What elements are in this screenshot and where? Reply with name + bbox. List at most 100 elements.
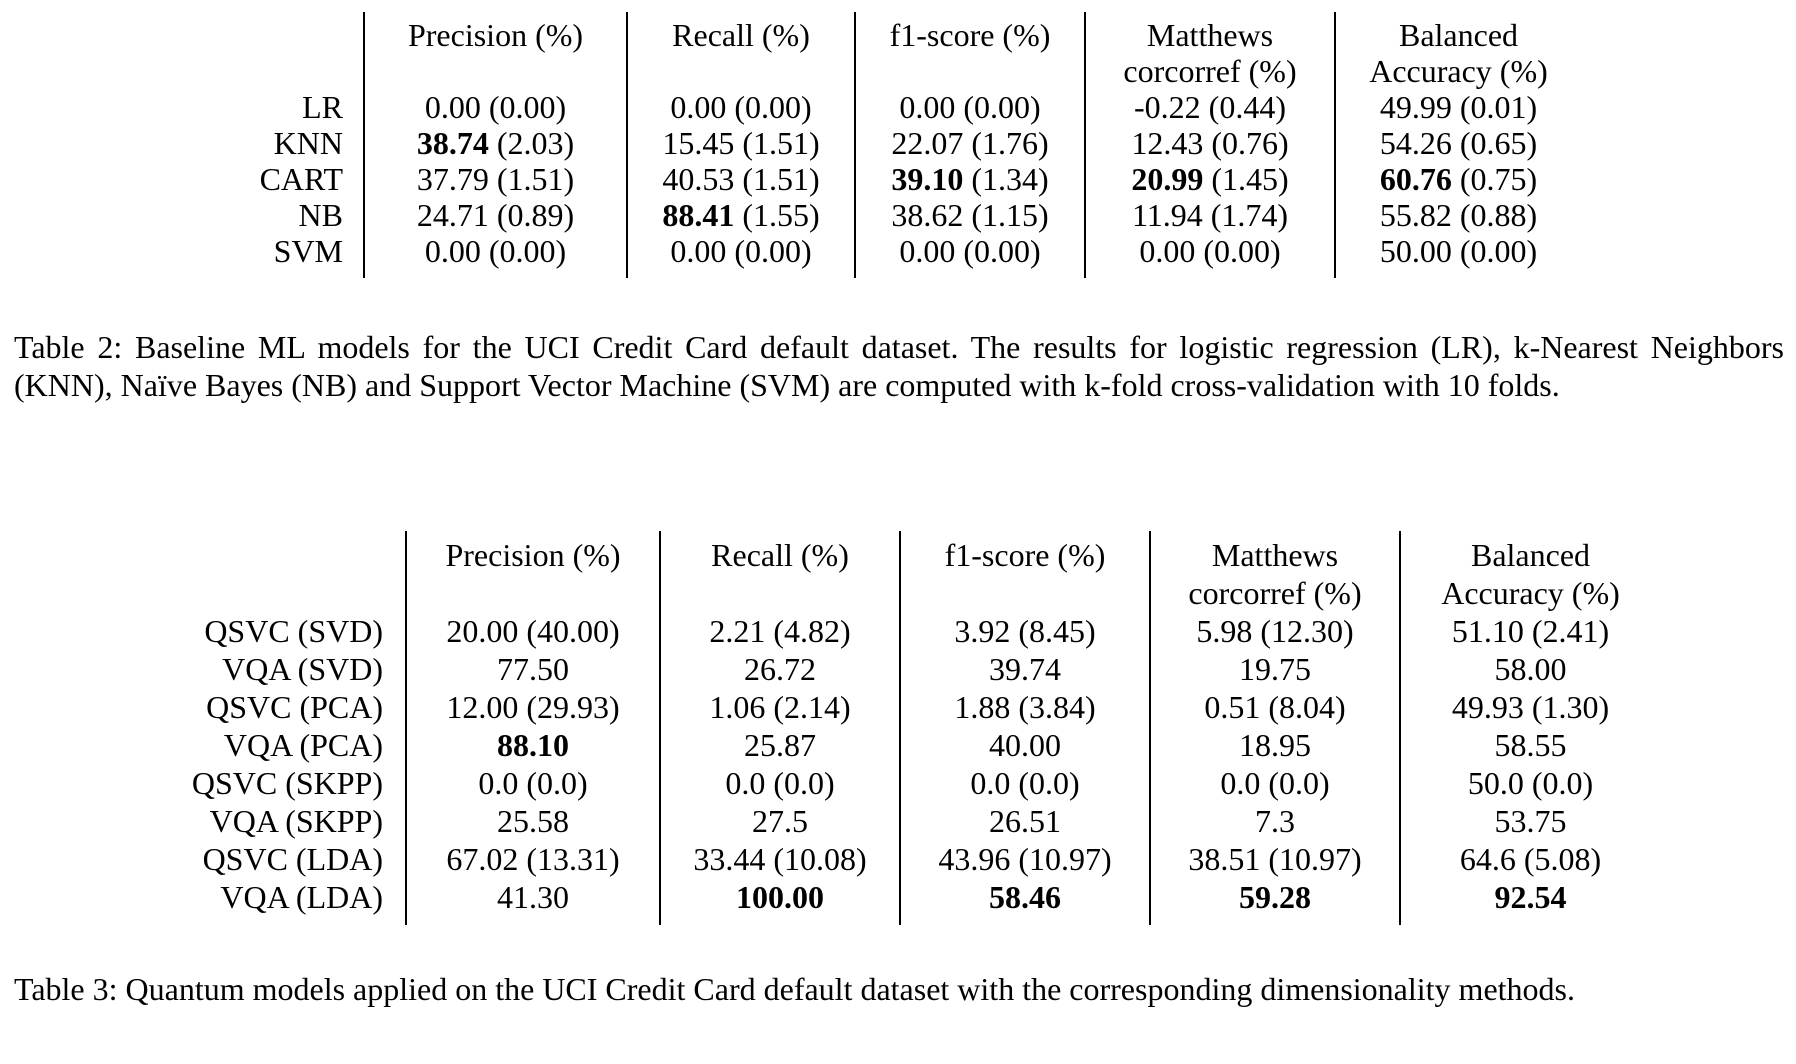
metric-std: (0.0) [773, 765, 835, 801]
column-header-line1: Matthews [1146, 17, 1274, 53]
metric-cell: 18.95 [1149, 726, 1400, 764]
row-label: VQA (SKPP) [209, 803, 383, 839]
metric-value: 24.71 [416, 197, 489, 233]
metric-cell: 27.5 [659, 802, 900, 840]
metric-cell: 53.75 [1399, 802, 1660, 840]
table-row: QSVC (SVD) 20.00 (40.00) 2.21 (4.82) 3.92 (… [0, 612, 1660, 650]
metric-cell: 12.00 (29.93) [405, 688, 660, 726]
column-header-line2 [856, 53, 1084, 89]
header-row: Precision (%) Recall (%) f1-score (%) Ma… [0, 12, 1581, 89]
metric-std: (8.45) [1018, 613, 1096, 649]
column-header: f1-score (%) [854, 12, 1085, 89]
metric-value: 38.74 [416, 125, 489, 161]
column-header-line2 [628, 53, 854, 89]
metric-cell: 0.51 (8.04) [1149, 688, 1400, 726]
metric-cell: 24.71 (0.89) [363, 197, 627, 233]
column-header-line2 [365, 53, 626, 89]
metric-value: 25.87 [744, 727, 816, 763]
row-label: QSVC (SKPP) [191, 765, 383, 801]
metric-value: 88.10 [497, 727, 569, 763]
metric-std: (2.03) [496, 125, 575, 161]
metric-std: (1.51) [742, 161, 820, 197]
metric-value: 53.75 [1494, 803, 1567, 839]
metric-cell: 64.6 (5.08) [1399, 840, 1660, 878]
metric-value: 59.28 [1239, 879, 1311, 915]
metric-cell: 92.54 [1399, 878, 1660, 925]
metric-cell: 55.82 (0.88) [1334, 197, 1581, 233]
metric-value: 19.75 [1239, 651, 1311, 687]
metric-cell: 40.53 (1.51) [626, 161, 855, 197]
metric-cell: 40.00 [899, 726, 1150, 764]
metric-value: 49.99 [1379, 89, 1452, 125]
column-header-line1: Recall (%) [711, 537, 849, 573]
metric-std: (0.00) [1459, 233, 1538, 269]
metric-cell: 26.72 [659, 650, 900, 688]
metric-cell: 0.00 (0.00) [854, 233, 1085, 278]
metric-value: 0.00 [1139, 233, 1196, 269]
metric-value: 49.93 [1451, 689, 1524, 725]
baseline-ml-models-table: Precision (%) Recall (%) f1-score (%) Ma… [0, 12, 1581, 278]
metric-cell: 1.88 (3.84) [899, 688, 1150, 726]
metric-value: 40.53 [662, 161, 735, 197]
metric-value: 15.45 [662, 125, 735, 161]
metric-value: 12.00 [446, 689, 519, 725]
metric-cell: 12.43 (0.76) [1084, 125, 1335, 161]
metric-value: 26.72 [744, 651, 816, 687]
metric-value: 37.79 [416, 161, 489, 197]
metric-value: 27.5 [752, 803, 808, 839]
metric-value: 0.0 [970, 765, 1011, 801]
metric-cell: 26.51 [899, 802, 1150, 840]
metric-std: (0.00) [1203, 233, 1281, 269]
metric-cell: 7.3 [1149, 802, 1400, 840]
metric-value: 25.58 [497, 803, 569, 839]
metric-value: 0.00 [424, 233, 481, 269]
metric-value: 58.00 [1494, 651, 1567, 687]
metric-cell: 49.99 (0.01) [1334, 89, 1581, 125]
metric-cell: 0.00 (0.00) [626, 89, 855, 125]
metric-value: 60.76 [1379, 161, 1452, 197]
metric-value: 43.96 [938, 841, 1011, 877]
metric-value: -0.22 [1134, 89, 1201, 125]
metric-cell: 38.74 (2.03) [363, 125, 627, 161]
metric-std: (29.93) [526, 689, 620, 725]
metric-cell: 20.99 (1.45) [1084, 161, 1335, 197]
row-label: QSVC (PCA) [206, 689, 383, 725]
metric-std: (12.30) [1260, 613, 1354, 649]
metric-std: (1.45) [1211, 161, 1289, 197]
column-header-line2 [407, 574, 659, 612]
metric-std: (0.00) [734, 89, 812, 125]
metric-cell: 58.00 [1399, 650, 1660, 688]
metric-cell: 88.10 [405, 726, 660, 764]
metric-std: (0.89) [496, 197, 575, 233]
metric-cell: 38.51 (10.97) [1149, 840, 1400, 878]
column-header-line1: Matthews [1211, 537, 1339, 573]
metric-cell: 39.74 [899, 650, 1150, 688]
row-label: CART [259, 161, 343, 197]
metric-std: (4.82) [773, 613, 851, 649]
column-header-line2: Accuracy (%) [1441, 575, 1620, 611]
metric-cell: 54.26 (0.65) [1334, 125, 1581, 161]
metric-cell: 50.0 (0.0) [1399, 764, 1660, 802]
column-header-line1: f1-score (%) [944, 537, 1106, 573]
metric-std: (0.88) [1459, 197, 1538, 233]
metric-cell: 0.00 (0.00) [363, 233, 627, 278]
metric-std: (0.01) [1459, 89, 1538, 125]
column-header-line2: corcorref (%) [1188, 575, 1362, 611]
column-header-line1: Balanced [1398, 17, 1519, 53]
metric-std: (3.84) [1018, 689, 1096, 725]
table-row: QSVC (LDA) 67.02 (13.31) 33.44 (10.08) 43.9… [0, 840, 1660, 878]
metric-value: 54.26 [1379, 125, 1452, 161]
table-row: VQA (SKPP) 25.58 27.5 26.51 7.3 53.75 [0, 802, 1660, 840]
metric-value: 39.10 [891, 161, 964, 197]
metric-cell: 38.62 (1.15) [854, 197, 1085, 233]
metric-value: 0.0 [725, 765, 766, 801]
metric-cell: 0.0 (0.0) [899, 764, 1150, 802]
metric-value: 40.00 [989, 727, 1061, 763]
column-header: f1-score (%) [899, 531, 1150, 612]
metric-value: 64.6 [1459, 841, 1516, 877]
metric-cell: 0.00 (0.00) [854, 89, 1085, 125]
metric-cell: 25.58 [405, 802, 660, 840]
metric-cell: 43.96 (10.97) [899, 840, 1150, 878]
metric-value: 22.07 [891, 125, 964, 161]
metric-std: (10.97) [1018, 841, 1112, 877]
